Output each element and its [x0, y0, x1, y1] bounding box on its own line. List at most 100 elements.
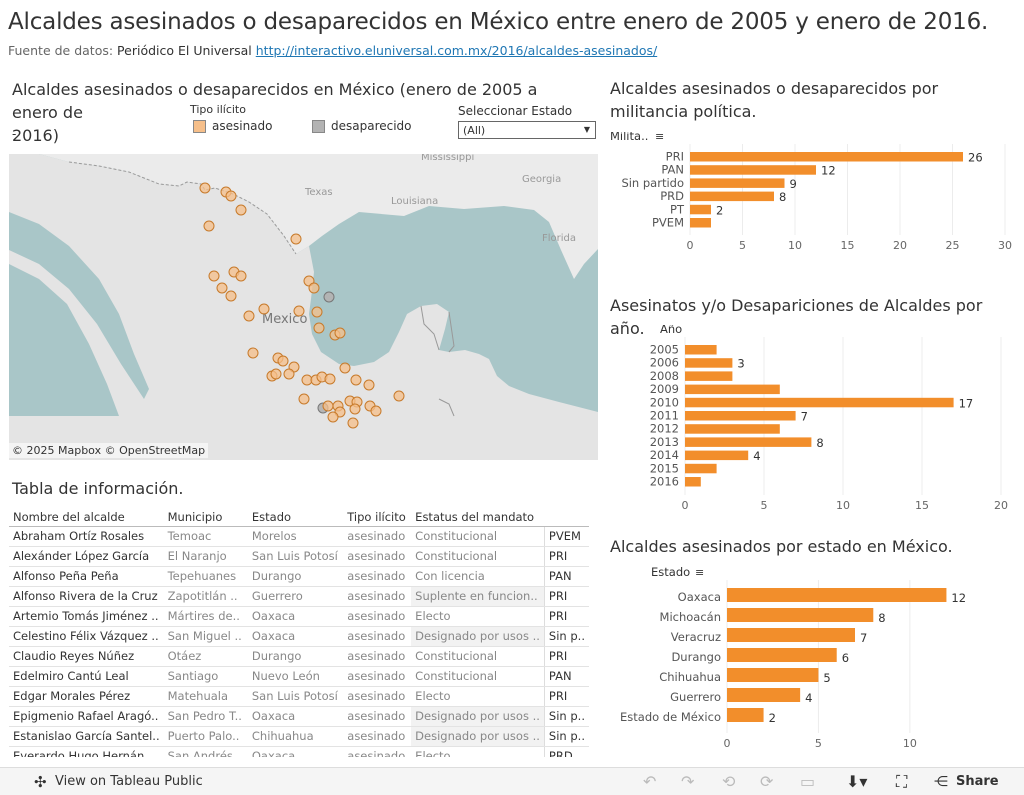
source-link[interactable]: http://interactivo.eluniversal.com.mx/20… [255, 43, 658, 58]
table-header-2[interactable]: Estado [247, 508, 344, 527]
map-point[interactable] [283, 368, 295, 380]
map-point[interactable] [243, 310, 255, 322]
bar[interactable] [685, 345, 717, 355]
data-label: 8 [816, 436, 823, 450]
table-row[interactable]: Edelmiro Cantú Leal Santiago Nuevo León ase… [9, 666, 589, 687]
table-row[interactable]: Everardo Hugo Hernán.. San Andrés .. Oaxac… [9, 746, 589, 757]
map-point[interactable] [199, 182, 211, 194]
bar[interactable] [727, 628, 855, 642]
map-point[interactable] [247, 347, 259, 359]
mexico-map[interactable]: Mississippi Texas Louisiana Georgia Flor… [9, 154, 598, 460]
bar[interactable] [685, 397, 954, 408]
state-chart[interactable]: 0 5 10 Estado ≡ Oaxaca 12 Michoacán 8 Veracruz 7 Du… [606, 566, 1024, 752]
download-icon[interactable]: ⬇▾ [846, 772, 868, 791]
bar[interactable] [685, 463, 717, 474]
map-point[interactable] [290, 233, 302, 245]
map-point[interactable] [208, 270, 220, 282]
table-row[interactable]: Claudio Reyes Núñez Otáez Durango asesinado… [9, 646, 589, 667]
table-header-3[interactable]: Tipo ilícito [343, 508, 412, 527]
sort-icon[interactable]: ≡ [695, 566, 704, 579]
map-point[interactable] [370, 405, 382, 417]
map-point[interactable] [203, 220, 215, 232]
bar[interactable] [727, 648, 837, 662]
map-point[interactable] [334, 327, 346, 339]
bar[interactable] [690, 178, 785, 188]
map-point[interactable] [339, 362, 351, 374]
sort-icon[interactable]: ≡ [655, 132, 664, 143]
map-point[interactable] [311, 306, 323, 318]
bar[interactable] [690, 204, 711, 215]
map-point[interactable] [293, 305, 305, 317]
table-row[interactable]: Epigmenio Rafael Aragó.. San Pedro T.. Oax… [9, 706, 589, 727]
bar[interactable] [685, 358, 733, 368]
bar[interactable] [690, 152, 963, 162]
share-button[interactable]: Share [956, 774, 999, 789]
map-point[interactable] [270, 368, 282, 380]
table-cell-state: Oaxaca [247, 706, 344, 727]
table-header-5[interactable] [544, 508, 589, 527]
redo-icon[interactable]: ↷ [681, 772, 695, 791]
bar[interactable] [727, 708, 764, 722]
table-header-4[interactable]: Estatus del mandato [411, 508, 545, 527]
table-row[interactable]: Alexánder López García El Naranjo San Luis… [9, 546, 589, 567]
table-row[interactable]: Abraham Ortíz Rosales Temoac Morelos asesin… [9, 526, 589, 547]
revert-icon[interactable]: ⟲ [722, 772, 736, 791]
bar[interactable] [727, 588, 947, 602]
map-point[interactable] [235, 270, 247, 282]
table-header-0[interactable]: Nombre del alcalde [9, 508, 164, 527]
bar[interactable] [690, 165, 816, 175]
map-point[interactable] [216, 282, 228, 294]
bar[interactable] [685, 371, 733, 381]
map-point[interactable] [324, 373, 336, 385]
table-row[interactable]: Celestino Félix Vázquez .. San Miguel .. O… [9, 626, 589, 647]
table-header-1[interactable]: Municipio [163, 508, 248, 527]
map-point[interactable] [308, 282, 320, 294]
table-row[interactable]: Edgar Morales Pérez Matehuala San Luis Pot… [9, 686, 589, 707]
bar[interactable] [685, 424, 780, 434]
view-on-tableau-link[interactable]: View on Tableau Public [55, 774, 203, 789]
table-row[interactable]: Artemio Tomás Jiménez .. Mártires de.. Oax… [9, 606, 589, 627]
map-point[interactable] [347, 417, 359, 429]
map-point[interactable] [349, 403, 361, 415]
map-svg[interactable]: Mississippi Texas Louisiana Georgia Flor… [9, 154, 598, 460]
table-row[interactable]: Alfonso Rivera de la Cruz Zapotitlán .. Gu… [9, 586, 589, 607]
map-points[interactable] [199, 182, 405, 429]
map-point[interactable] [393, 390, 405, 402]
map-point[interactable] [258, 303, 270, 315]
party-chart[interactable]: 0 5 10 15 20 25 30 Milita.. ≡PRI 26 PAN 12 Sin parti… [606, 132, 1024, 257]
map-point[interactable] [327, 411, 339, 423]
map-point[interactable] [277, 355, 289, 367]
bar[interactable] [727, 668, 819, 682]
pause-icon[interactable]: ▭ [800, 772, 816, 791]
map-point[interactable] [350, 374, 362, 386]
refresh-icon[interactable]: ⟳ [760, 772, 774, 791]
map-point[interactable] [225, 190, 237, 202]
bar[interactable] [727, 608, 874, 622]
bar[interactable] [685, 411, 796, 421]
share-icon[interactable]: ⋲ [934, 774, 948, 790]
map-attribution[interactable]: © 2025 Mapbox © OpenStreetMap [9, 443, 209, 458]
bar[interactable] [690, 218, 711, 228]
legend-item-desaparecido[interactable]: desaparecido [312, 119, 412, 133]
table-row[interactable]: Alfonso Peña Peña Tepehuanes Durango asesin… [9, 566, 589, 587]
bar[interactable] [685, 477, 701, 487]
bar[interactable] [727, 688, 801, 702]
bar[interactable] [685, 450, 749, 461]
bar[interactable] [685, 384, 780, 395]
info-table-container[interactable]: Nombre del alcalde Municipio Estado Tipo il… [9, 508, 589, 757]
map-point[interactable] [313, 322, 325, 334]
map-point[interactable] [322, 400, 334, 412]
bar[interactable] [685, 437, 812, 447]
undo-icon[interactable]: ↶ [643, 772, 657, 791]
map-point[interactable] [298, 393, 310, 405]
map-point[interactable] [363, 379, 375, 391]
bar[interactable] [690, 191, 774, 202]
map-point[interactable] [323, 291, 335, 303]
table-row[interactable]: Estanislao García Santel.. Puerto Palo.. C… [9, 726, 589, 747]
fullscreen-icon[interactable]: ⛶ [896, 772, 908, 791]
legend-item-asesinado[interactable]: asesinado [193, 119, 273, 133]
map-point[interactable] [235, 204, 247, 216]
map-point[interactable] [225, 290, 237, 302]
state-filter-dropdown[interactable]: (All) ▼ [458, 121, 596, 139]
